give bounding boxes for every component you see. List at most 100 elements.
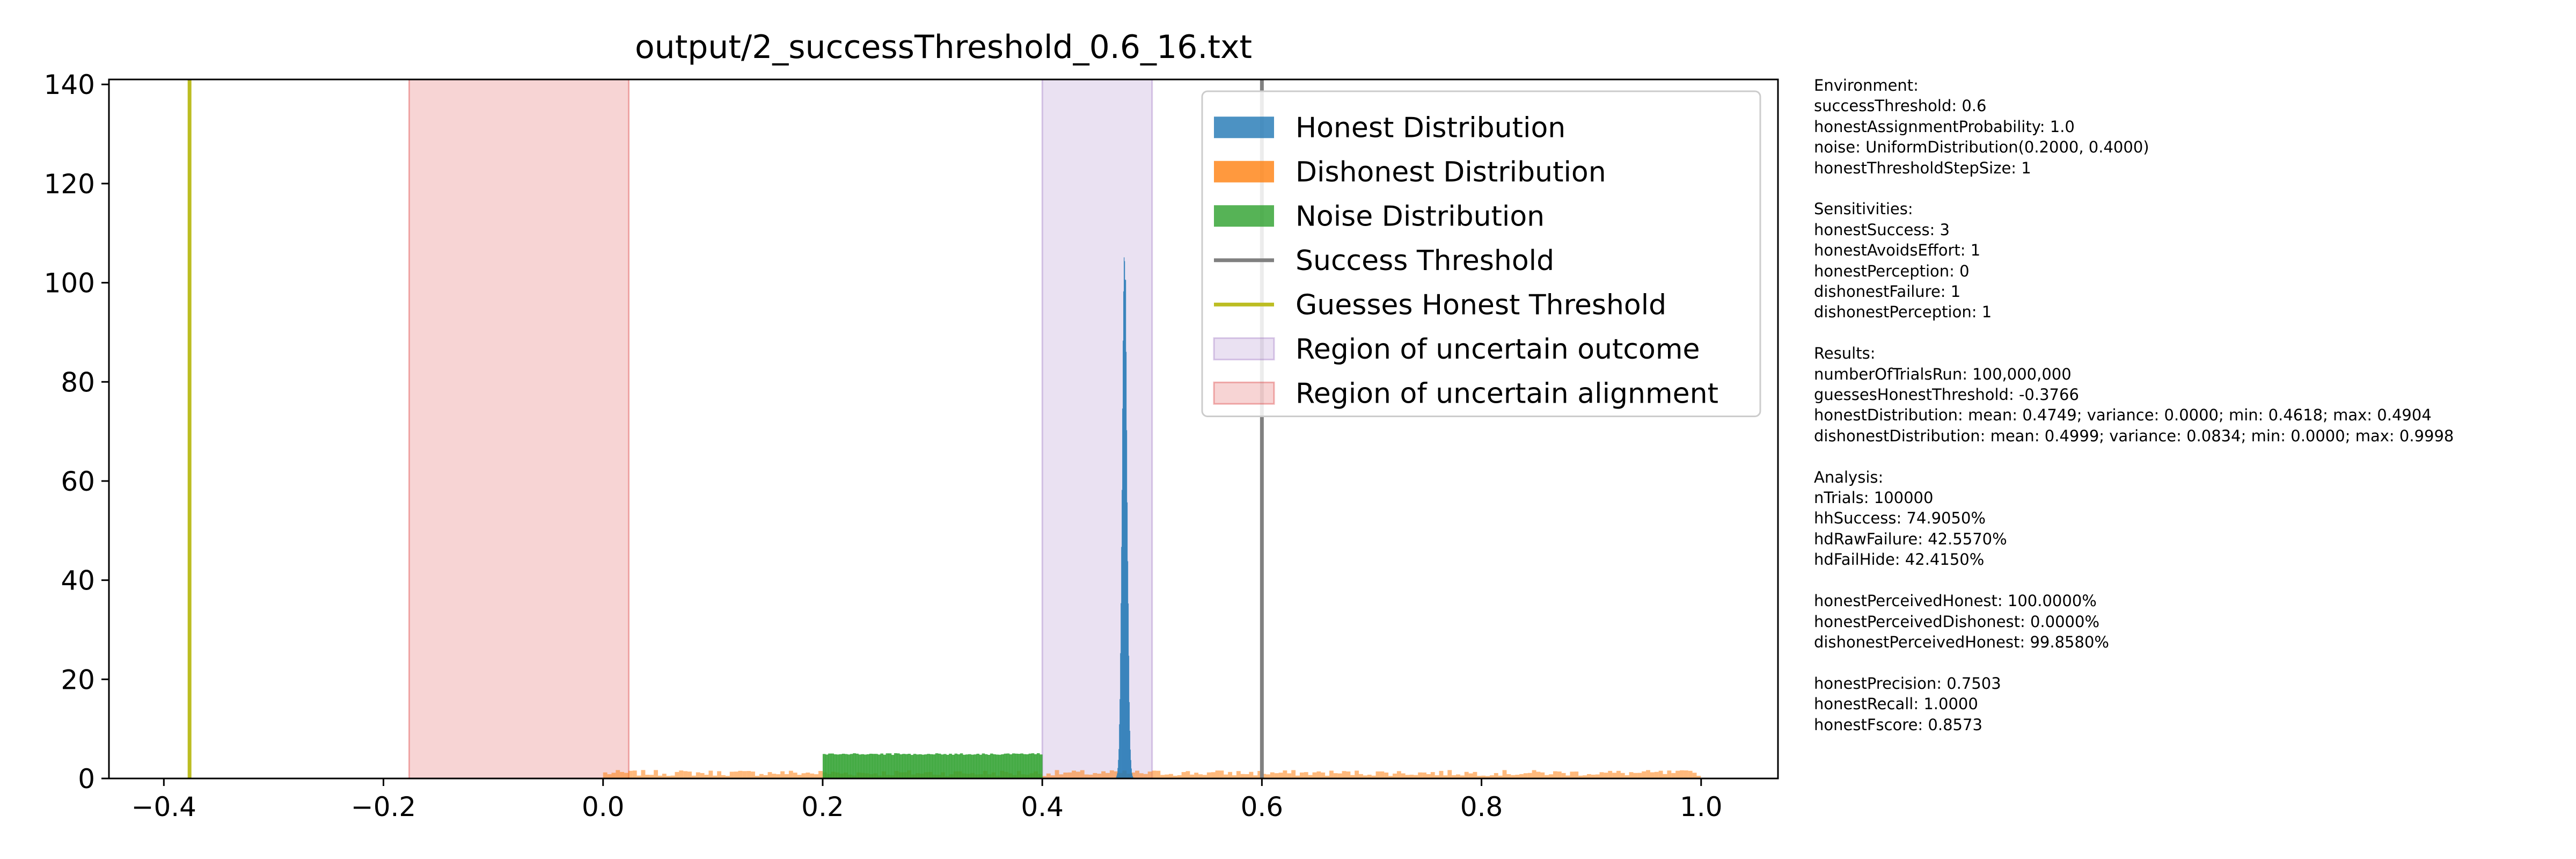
- dishonest-bar: [1515, 775, 1520, 778]
- noise-bar: [921, 754, 925, 778]
- dishonest-bar: [1253, 775, 1258, 778]
- x-tick-label: −0.2: [351, 791, 416, 822]
- dishonest-bar: [1262, 774, 1266, 778]
- noise-bar: [946, 754, 949, 778]
- noise-bar: [872, 754, 875, 778]
- dishonest-bar: [1658, 770, 1663, 778]
- noise-bar: [844, 754, 848, 778]
- y-tick-label: 20: [61, 664, 95, 695]
- dishonest-bar: [776, 774, 781, 778]
- dishonest-bar: [780, 771, 785, 778]
- dishonest-bar: [662, 774, 667, 778]
- dishonest-bar: [1093, 773, 1097, 778]
- noise-bar: [913, 754, 917, 778]
- dishonest-bar: [1663, 774, 1667, 778]
- dishonest-bar: [1578, 775, 1583, 778]
- dishonest-bar: [641, 770, 646, 778]
- dishonest-bar: [1464, 771, 1469, 778]
- noise-bar: [1020, 753, 1023, 778]
- noise-bar: [861, 754, 865, 778]
- dishonest-bar: [1485, 776, 1490, 778]
- dishonest-bar: [1642, 771, 1646, 778]
- dishonest-bar: [1511, 775, 1516, 778]
- noise-bar: [916, 754, 919, 778]
- noise-bar: [910, 755, 914, 778]
- y-tick-label: 140: [44, 69, 95, 100]
- y-tick-label: 80: [61, 367, 95, 398]
- span-region-0: [1041, 78, 1153, 780]
- dishonest-bar: [1080, 770, 1085, 778]
- y-tick-label: 40: [61, 565, 95, 596]
- noise-bar: [940, 754, 944, 778]
- dishonest-bar: [704, 775, 709, 778]
- legend-label: Honest Distribution: [1296, 112, 1565, 144]
- stats-line: honestSuccess: 3: [1814, 220, 1950, 239]
- dishonest-bar: [801, 773, 806, 778]
- dishonest-bar: [1561, 773, 1566, 778]
- dishonest-bar: [810, 773, 815, 778]
- dishonest-bar: [654, 770, 658, 778]
- dishonest-bar: [1401, 773, 1406, 778]
- dishonest-bar: [1489, 775, 1494, 778]
- dishonest-bar: [1393, 773, 1397, 778]
- dishonest-bar: [721, 775, 726, 778]
- honest-bar: [1131, 768, 1132, 778]
- dishonest-bar: [687, 771, 692, 778]
- noise-bar: [855, 753, 859, 778]
- dishonest-bar: [1418, 772, 1423, 778]
- dishonest-bar: [636, 775, 641, 778]
- noise-bar: [1034, 754, 1037, 778]
- legend-label: Region of uncertain alignment: [1296, 377, 1718, 410]
- honest-bar: [1122, 408, 1123, 778]
- dishonest-bar: [1228, 771, 1233, 778]
- dishonest-bar: [1426, 774, 1431, 778]
- dishonest-bar: [1245, 774, 1249, 778]
- dishonest-bar: [628, 770, 633, 778]
- dishonest-bar: [1325, 775, 1329, 778]
- dishonest-bar: [1109, 770, 1114, 778]
- dishonest-bar: [1198, 774, 1203, 778]
- legend-swatch: [1213, 337, 1275, 361]
- noise-bar: [1018, 754, 1021, 778]
- dishonest-bar: [1498, 775, 1503, 778]
- stats-line: honestThresholdStepSize: 1: [1814, 158, 2031, 177]
- noise-bar: [952, 754, 955, 778]
- dishonest-bar: [1375, 771, 1380, 778]
- dishonest-bar: [1570, 771, 1575, 778]
- dishonest-bar: [1481, 775, 1486, 778]
- dishonest-bar: [1046, 773, 1051, 778]
- chart-title: output/2_successThreshold_0.6_16.txt: [635, 28, 1252, 66]
- dishonest-bar: [1287, 773, 1292, 778]
- dishonest-bar: [1190, 774, 1195, 778]
- honest-bar: [1117, 768, 1118, 778]
- dishonest-bar: [675, 771, 679, 778]
- dishonest-bar: [755, 776, 759, 778]
- y-tick-label: 0: [78, 763, 95, 795]
- honest-bar: [1116, 775, 1117, 778]
- y-tick-label: 120: [44, 169, 95, 200]
- dishonest-bar: [1139, 773, 1144, 778]
- noise-bar: [1001, 754, 1005, 778]
- noise-bar: [1023, 754, 1026, 778]
- dishonest-bar: [1206, 772, 1211, 778]
- stats-line: honestPerceivedDishonest: 0.0000%: [1814, 612, 2099, 631]
- dishonest-bar: [1549, 774, 1553, 778]
- legend-swatch: [1213, 381, 1275, 405]
- dishonest-bar: [1147, 771, 1152, 778]
- dishonest-bar: [767, 772, 772, 778]
- noise-bar: [979, 754, 983, 778]
- dishonest-bar: [1143, 774, 1148, 778]
- noise-bar: [908, 753, 911, 778]
- dishonest-bar: [620, 771, 625, 778]
- dishonest-bar: [806, 773, 810, 778]
- dishonest-bar: [1439, 770, 1444, 778]
- stats-block: Results: numberOfTrialsRun: 100,000,000 gu…: [1814, 343, 2565, 446]
- noise-bar: [1006, 753, 1010, 778]
- honest-bar: [1126, 430, 1128, 778]
- dishonest-bar: [1574, 771, 1579, 778]
- dishonest-bar: [1105, 773, 1110, 778]
- dishonest-bar: [1219, 770, 1224, 778]
- dishonest-bar: [1050, 775, 1055, 778]
- stats-line: successThreshold: 0.6: [1814, 97, 1987, 115]
- dishonest-bar: [1654, 771, 1659, 778]
